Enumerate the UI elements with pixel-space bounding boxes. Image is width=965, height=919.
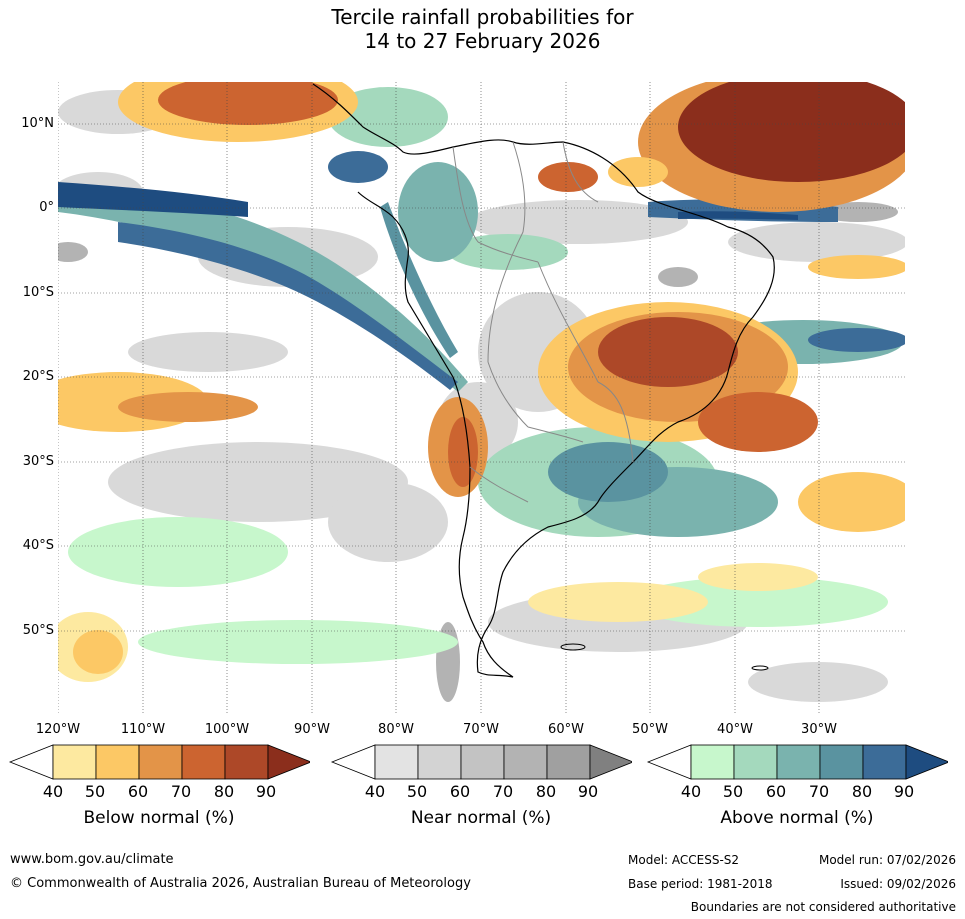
colorbar-segment: [417, 744, 462, 780]
colorbar-tick: 90: [255, 782, 277, 801]
lon-label: 110°W: [120, 722, 166, 737]
above-normal-title: Above normal (%): [720, 808, 874, 828]
base-period: Base period: 1981-2018: [628, 877, 773, 891]
colorbar-tick: 80: [535, 782, 557, 801]
lon-label: 70°W: [463, 722, 499, 737]
colorbar-segment: [862, 744, 907, 780]
colorbar-tick: 70: [492, 782, 514, 801]
title-line-2: 14 to 27 February 2026: [364, 29, 601, 53]
south-georgia: [751, 665, 769, 671]
lat-label: 20°S: [22, 369, 54, 384]
lon-label: 30°W: [801, 722, 837, 737]
colorbar-tick: 90: [893, 782, 915, 801]
lat-label: 40°S: [22, 538, 54, 553]
lat-label: 0°: [39, 200, 54, 215]
national-boundaries: [452, 141, 634, 503]
lat-label: 10°S: [22, 285, 54, 300]
website-link[interactable]: www.bom.gov.au/climate: [10, 852, 174, 867]
model-run-date: Model run: 07/02/2026: [818, 853, 956, 867]
issued-date: Issued: 09/02/2026: [840, 877, 956, 891]
colorbar-tick: 60: [127, 782, 149, 801]
colorbar-tick: 50: [406, 782, 428, 801]
lat-label: 10°N: [21, 116, 54, 131]
above-normal-regions: [58, 87, 905, 664]
colorbar-tick: 40: [364, 782, 386, 801]
lat-label: 50°S: [22, 623, 54, 638]
lon-label: 50°W: [632, 722, 668, 737]
colorbar-max-extension: [589, 744, 632, 780]
colorbar-segment: [690, 744, 735, 780]
above-normal-colorbar: [646, 744, 948, 780]
colorbar-tick: 70: [808, 782, 830, 801]
lon-label: 120°W: [35, 722, 81, 737]
colorbar-tick: 70: [170, 782, 192, 801]
colorbar-segment: [776, 744, 821, 780]
colorbar-segment: [460, 744, 505, 780]
colorbar-segment: [374, 744, 419, 780]
lon-label: 100°W: [204, 722, 250, 737]
colorbar-max-extension: [267, 744, 310, 780]
colorbar-segment: [546, 744, 591, 780]
title-line-1: Tercile rainfall probabilities for: [331, 5, 634, 29]
colorbar-tick: 90: [577, 782, 599, 801]
colorbar-segment: [138, 744, 183, 780]
below-normal-title: Below normal (%): [83, 808, 235, 828]
colorbar-tick: 50: [84, 782, 106, 801]
colorbar-tick: 60: [765, 782, 787, 801]
boundaries-disclaimer: Boundaries are not considered authoritat…: [690, 900, 956, 914]
near-normal-title: Near normal (%): [410, 808, 552, 828]
colorbar-min-extension: [646, 744, 692, 780]
lon-label: 60°W: [548, 722, 584, 737]
colorbar-segment: [503, 744, 548, 780]
lon-label: 90°W: [294, 722, 330, 737]
graticule: [58, 82, 905, 715]
rainfall-probability-map: [58, 82, 905, 715]
colorbar-max-extension: [905, 744, 948, 780]
colorbar-segment: [181, 744, 226, 780]
falkland-islands: [560, 643, 586, 651]
colorbar-segment: [819, 744, 864, 780]
copyright-text: © Commonwealth of Australia 2026, Austra…: [10, 876, 471, 891]
below-normal-regions: [58, 82, 905, 682]
lon-label: 40°W: [717, 722, 753, 737]
colorbar-min-extension: [330, 744, 376, 780]
colorbar-tick: 80: [851, 782, 873, 801]
colorbar-min-extension: [8, 744, 54, 780]
below-normal-colorbar: [8, 744, 310, 780]
lat-label: 30°S: [22, 454, 54, 469]
colorbar-tick: 60: [449, 782, 471, 801]
colorbar-tick: 40: [680, 782, 702, 801]
lon-label: 80°W: [378, 722, 414, 737]
colorbar-segment: [733, 744, 778, 780]
model-name: Model: ACCESS-S2: [628, 853, 740, 867]
colorbar-tick: 50: [722, 782, 744, 801]
colorbar-tick: 80: [213, 782, 235, 801]
colorbar-segment: [224, 744, 269, 780]
colorbar-segment: [95, 744, 140, 780]
colorbar-segment: [52, 744, 97, 780]
near-normal-colorbar: [330, 744, 632, 780]
colorbar-tick: 40: [42, 782, 64, 801]
coastline: [312, 83, 775, 678]
